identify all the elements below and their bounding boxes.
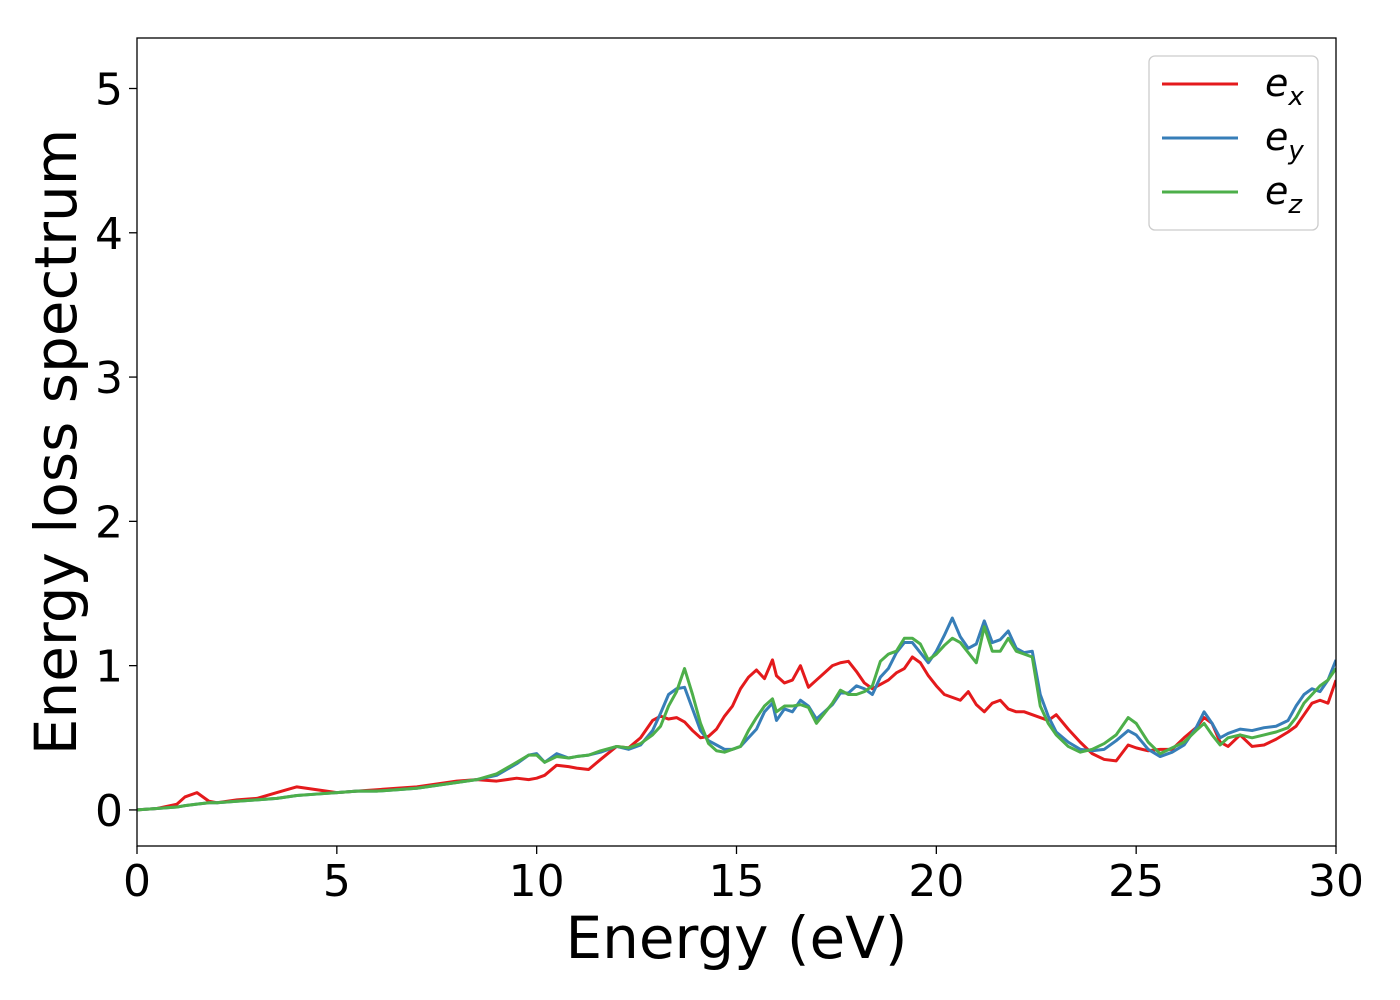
series-line-ez [137,625,1336,812]
y-tick-label: 4 [95,209,123,260]
x-tick-label: 20 [908,856,964,907]
x-tick-label: 25 [1108,856,1164,907]
legend-label-subscript: y [1287,136,1304,166]
y-tick-label: 2 [95,497,123,548]
legend-label-subscript: x [1287,82,1304,112]
y-axis-label: Energy loss spectrum [22,129,90,755]
series-line-ex [137,655,1336,812]
y-tick-label: 1 [95,642,123,693]
y-tick-label: 3 [95,353,123,404]
legend-box [1148,55,1319,231]
legend-label-main: e [1265,169,1288,213]
plot-area [137,616,1336,812]
x-tick-label: 30 [1308,856,1364,907]
legend-label-main: e [1265,61,1288,105]
x-tick-label: 5 [323,856,351,907]
legend-label-ez: ez [1265,169,1303,220]
axes: 0 5 10 15 20 25 30 0 1 2 3 4 5 Energy (eV) Energy loss… [22,37,1364,972]
y-tick-label: 5 [95,65,123,116]
x-tick-label: 10 [509,856,565,907]
x-axis-label: Energy (eV) [565,904,907,972]
legend-label-ex: ex [1265,61,1304,112]
y-tick-label: 0 [95,786,123,837]
x-tick-label: 0 [123,856,151,907]
x-tick-label: 15 [709,856,765,907]
legend-label-ey: ey [1265,115,1304,166]
legend-label-main: e [1265,115,1288,159]
series-line-ey [137,616,1336,812]
legend-label-subscript: z [1287,190,1303,220]
